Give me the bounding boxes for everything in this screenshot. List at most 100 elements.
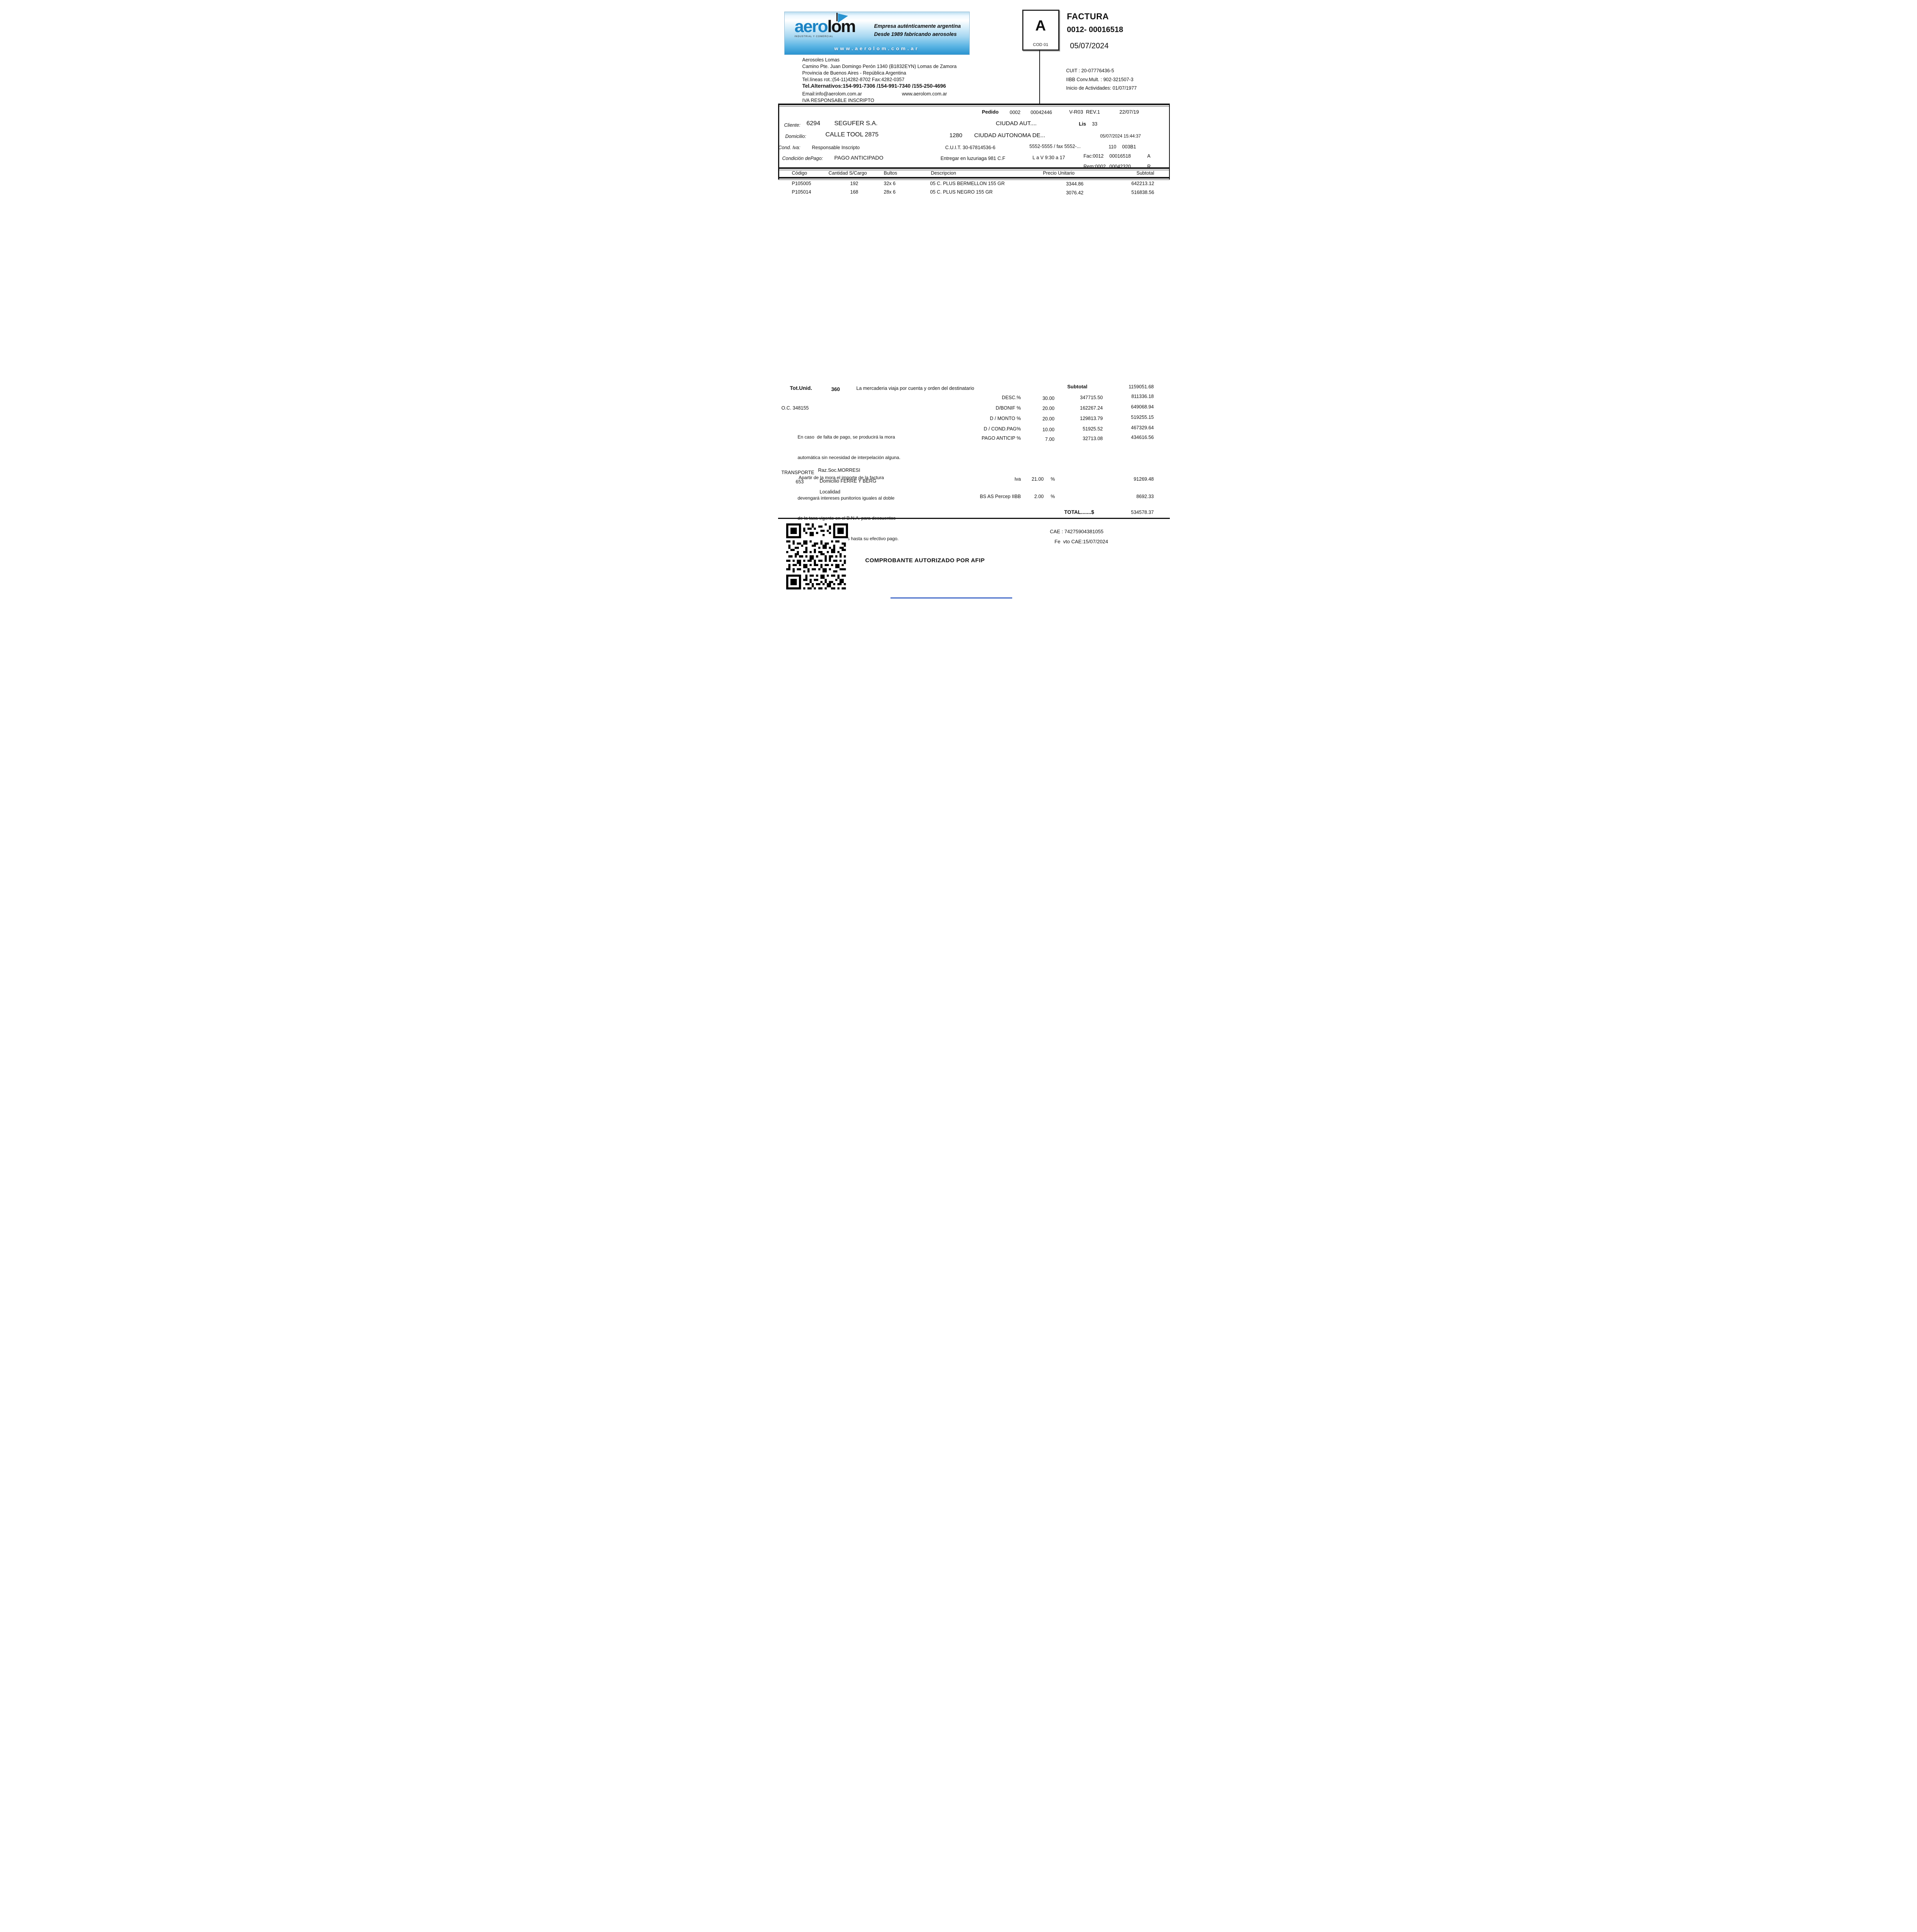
pedido-date: 22/07/19 — [1119, 109, 1139, 115]
client-box-bottom-rule — [778, 167, 1170, 170]
print-datetime: 05/07/2024 15:44:37 — [1100, 134, 1141, 139]
qr-code-image — [786, 523, 848, 590]
transport-label: TRANSPORTE — [781, 470, 814, 475]
logo-mast — [836, 13, 838, 21]
legal-line: Apartir de la mora el importe de la fact… — [797, 475, 884, 480]
item-price: 3344.86 — [1066, 181, 1084, 187]
tot-unid-label: Tot.Unid. — [790, 385, 812, 391]
domicilio-label: Domicilio: — [785, 134, 806, 139]
subtotal-label: Subtotal — [1067, 384, 1088, 389]
client-zone: 110 — [1108, 144, 1117, 150]
item-code: P105014 — [792, 189, 811, 195]
company-address: Camino Pte. Juan Domingo Perón 1340 (B18… — [802, 64, 957, 69]
discount-label: D/BONIF % — [996, 405, 1021, 411]
percep-amount: 8692.33 — [1136, 494, 1154, 499]
company-cuit: CUIT : 20-07776436-5 — [1066, 68, 1114, 73]
item-qty: 168 — [850, 189, 858, 195]
delivery-hours: L a V 9:30 a 17 — [1032, 155, 1065, 160]
table-header-bottom-rule — [778, 177, 1170, 180]
company-email: Email:info@aerolom.com.ar — [802, 91, 862, 97]
percep-label: BS AS Percep IIBB — [980, 494, 1021, 499]
invoice-letter-box: A COD 01 — [1022, 10, 1059, 51]
company-alt-phones: Tel.Alternativos:154-991-7306 /154-991-7… — [802, 83, 946, 89]
item-subtotal: 516838.56 — [1131, 190, 1154, 195]
iva-amount: 91269.48 — [1134, 476, 1154, 482]
company-website: www.aerolom.com.ar — [902, 91, 947, 97]
transport-localidad: Localidad — [819, 489, 841, 495]
running-total: 467329.64 — [1131, 425, 1154, 430]
item-subtotal: 642213.12 — [1131, 181, 1154, 186]
fac-number: 00016518 — [1109, 153, 1131, 159]
item-price: 3076.42 — [1066, 190, 1084, 196]
lis-label: Lis — [1079, 121, 1086, 127]
company-iva-status: IVA RESPONSABLE INSCRIPTO — [802, 98, 874, 103]
iva-pct: 21.00 — [1032, 476, 1044, 482]
total-rule — [778, 518, 1170, 519]
col-header-descripcion: Descripcion — [931, 170, 956, 176]
discount-label: PAGO ANTICIP % — [981, 435, 1021, 441]
discount-pct: 20.00 — [1042, 416, 1055, 422]
col-header-precio: Precio Unitario — [1043, 170, 1075, 176]
col-header-subtotal: Subtotal — [1136, 170, 1154, 176]
col-header-cantidad: Cantidad S/Cargo — [828, 170, 867, 176]
discount-label: D / MONTO % — [990, 416, 1021, 421]
client-list-code: 003B1 — [1122, 144, 1136, 150]
brand-url: www.aerolom.com.ar — [834, 46, 919, 51]
client-city: CIUDAD AUTONOMA DE... — [974, 132, 1045, 139]
afip-qr-code — [786, 523, 848, 590]
invoice-letter: A — [1035, 18, 1046, 34]
item-qty: 192 — [850, 181, 858, 186]
bottom-blue-rule — [890, 597, 1012, 599]
discount-amount: 162267.24 — [1080, 405, 1103, 411]
logo-text-aero: aero — [794, 17, 828, 36]
client-phone: 5552-5555 / fax 5552-... — [1029, 144, 1081, 149]
client-box-left-rule — [778, 104, 779, 179]
iva-label: Iva — [1014, 476, 1021, 482]
col-header-bultos: Bultos — [884, 170, 897, 176]
discount-pct: 7.00 — [1045, 437, 1055, 442]
cae-number: CAE : 74275904381055 — [1050, 529, 1104, 534]
transport-razsoc: Raz.Soc.MORRESI — [818, 468, 860, 473]
item-desc: 05 C. PLUS BERMELLON 155 GR — [930, 181, 1005, 186]
company-activity-start: Inicio de Actividades: 01/07/1977 — [1066, 85, 1137, 91]
pedido-label: Pedido — [982, 109, 999, 115]
afip-authorized-text: COMPROBANTE AUTORIZADO POR AFIP — [865, 557, 985, 564]
invoice-date: 05/07/2024 — [1070, 42, 1109, 50]
client-cuit: C.U.I.T. 30-67814536-6 — [945, 145, 996, 150]
subtotal-value: 1159051.68 — [1128, 384, 1154, 389]
fac-letter: A — [1147, 153, 1151, 159]
pedido-version: V-R03 REV.1 — [1069, 109, 1100, 115]
tagline-line2: Desde 1989 fabricando aerosoles — [874, 31, 957, 37]
total-label: TOTAL.......$ — [1064, 509, 1094, 515]
logo-text-lom: lom — [827, 17, 856, 36]
client-box-right-rule — [1169, 104, 1170, 179]
running-total: 811336.18 — [1131, 394, 1154, 399]
company-name: Aerosoles Lomas — [802, 57, 840, 63]
letter-box-connector-line — [1039, 49, 1040, 104]
fac-label: Fac:0012 — [1083, 153, 1104, 159]
purchase-order: O.C. 348155 — [781, 405, 809, 411]
pedido-number: 00042446 — [1030, 110, 1052, 115]
client-code: 6294 — [806, 120, 821, 127]
discount-amount: 129813.79 — [1080, 416, 1103, 421]
discount-pct: 30.00 — [1042, 396, 1055, 401]
total-value: 534578.37 — [1131, 510, 1154, 515]
shipping-note: La mercaderia viaja por cuenta y orden d… — [856, 386, 974, 391]
rem-number: 00042320 — [1109, 164, 1131, 169]
invoice-number: 0012- 00016518 — [1067, 26, 1123, 34]
legal-line: automática sin necesidad de interpelació… — [797, 454, 901, 460]
tagline-line1: Empresa auténticamente argentina — [874, 23, 961, 29]
discount-pct: 10.00 — [1042, 427, 1055, 432]
item-code: P105005 — [792, 181, 811, 186]
running-total: 649068.94 — [1131, 404, 1154, 410]
cond-pago-value: PAGO ANTICIPADO — [834, 155, 884, 161]
discount-label: DESC.% — [1002, 395, 1021, 400]
discount-amount: 51925.52 — [1083, 426, 1103, 432]
running-total: 434616.56 — [1131, 435, 1154, 440]
rem-letter: R — [1147, 164, 1151, 169]
company-iibb: IIBB Conv.Mult. : 902-321507-3 — [1066, 77, 1134, 82]
invoice-cod: COD 01 — [1033, 43, 1049, 47]
transport-domicilio: Domicilio FERRE Y BERG — [819, 478, 877, 484]
delivery-note: Entregar en luzuriaga 981 C.F — [940, 156, 1005, 161]
item-bultos: 32x 6 — [884, 181, 896, 186]
